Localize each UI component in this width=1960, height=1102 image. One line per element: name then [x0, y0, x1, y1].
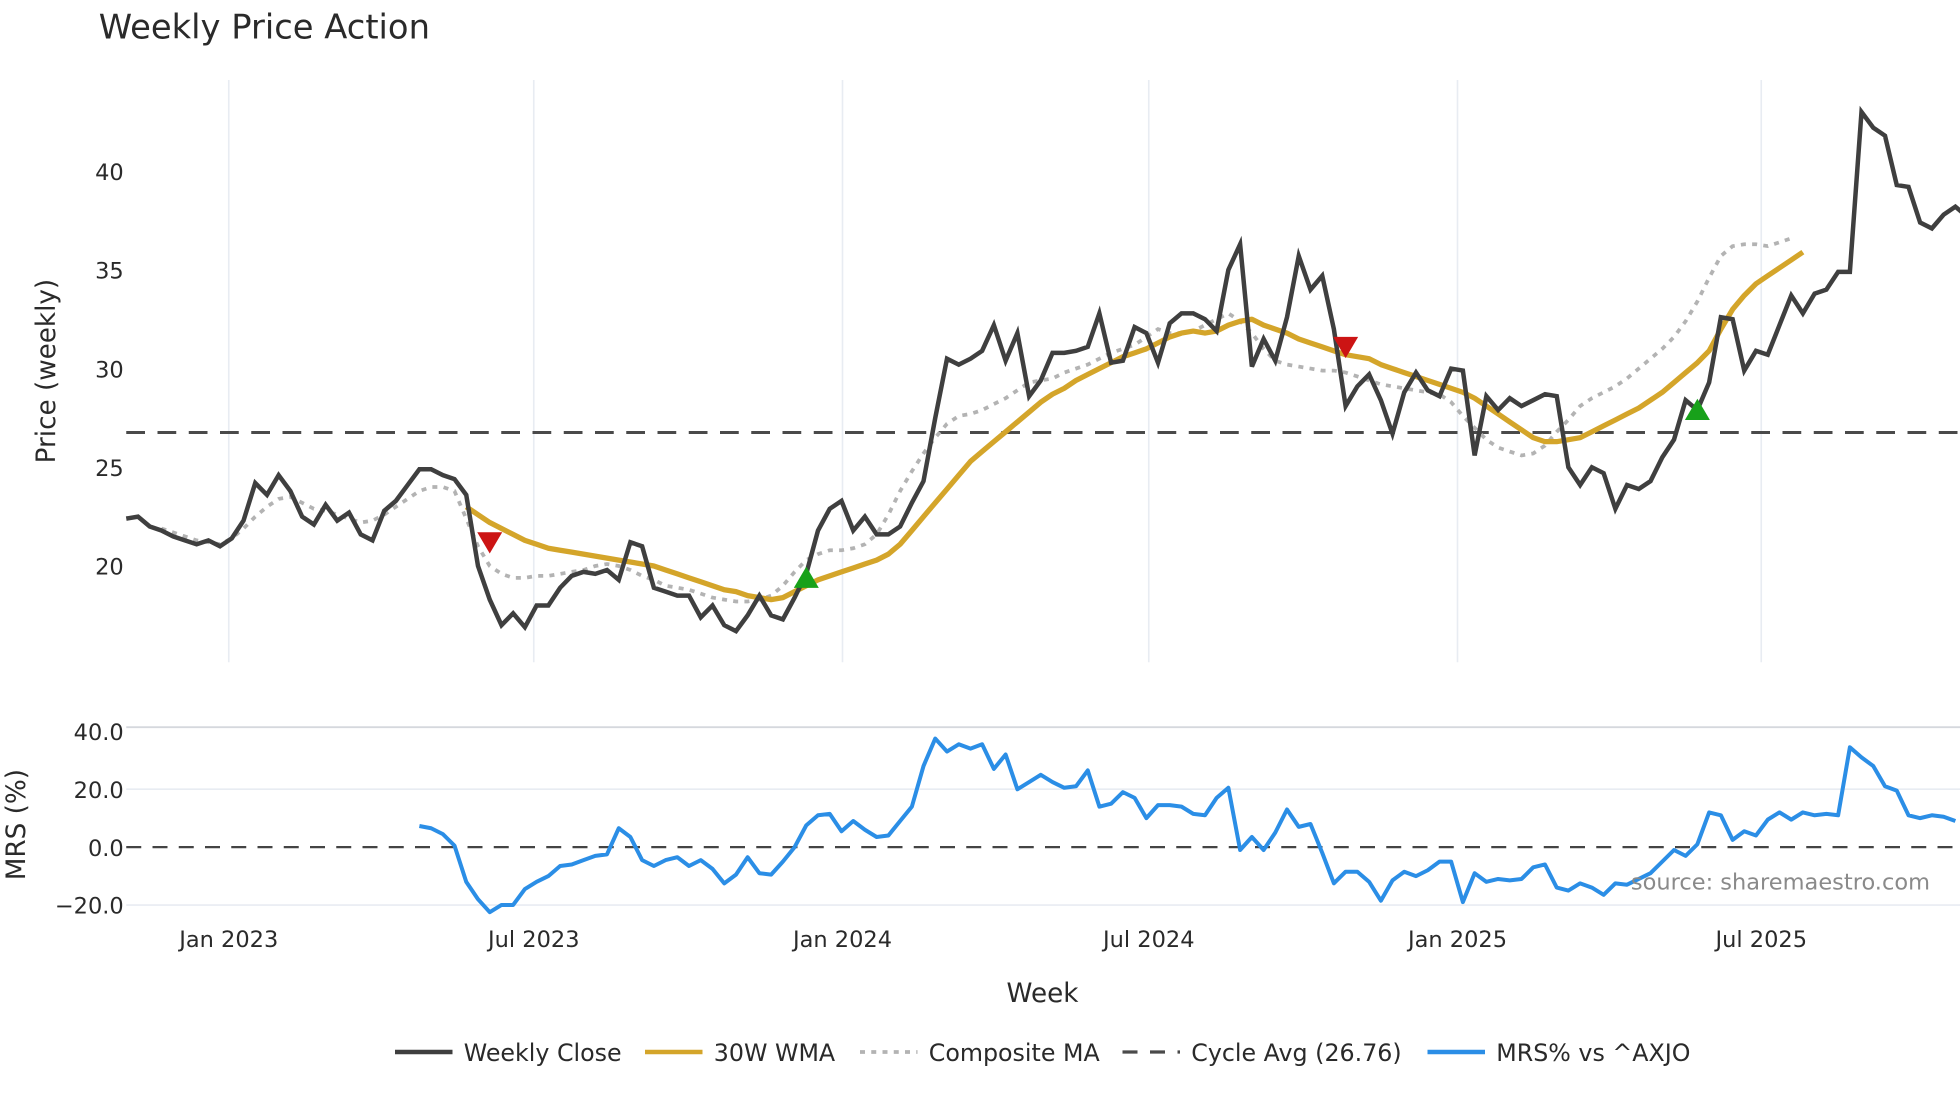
legend-label: Weekly Close — [464, 1039, 622, 1067]
legend: Weekly Close 30W WMA Composite MA Cycle Avg… — [395, 1039, 1690, 1067]
legend-item: Composite MA — [860, 1039, 1100, 1067]
wma-30w-line — [464, 249, 1805, 603]
buy-signal-up-triangle-icon — [793, 566, 819, 588]
vertical-gridlines — [227, 79, 1763, 663]
mrs-y-tick: 40.0 — [74, 720, 124, 746]
legend-item: MRS% vs ^AXJO — [1427, 1039, 1690, 1067]
mrs-panel: 40.0 20.0 0.0 −20.0 MRS (%) source: sharema… — [2, 720, 1960, 920]
x-tick-label: Jul 2025 — [1713, 927, 1807, 953]
price-panel: 20 25 30 35 40 Price (weekly) — [32, 79, 1960, 663]
price-y-tick: 35 — [95, 259, 124, 285]
price-y-tick: 25 — [95, 456, 124, 482]
mrs-y-tick-labels: 40.0 20.0 0.0 −20.0 — [55, 720, 124, 920]
signal-markers — [477, 336, 1710, 588]
mrs-gridlines — [126, 788, 1960, 906]
sell-signal-down-triangle-icon — [1333, 336, 1359, 359]
x-tick-label: Jan 2024 — [791, 927, 892, 953]
buy-signal-up-triangle-icon — [1684, 398, 1710, 421]
chart-title: Weekly Price Action — [99, 8, 430, 47]
sell-signal-down-triangle-icon — [477, 532, 503, 554]
legend-label: Cycle Avg (26.76) — [1191, 1039, 1401, 1067]
x-tick-label: Jan 2023 — [177, 927, 278, 953]
legend-item: 30W WMA — [645, 1039, 836, 1067]
x-tick-label: Jul 2023 — [486, 927, 580, 953]
price-y-tick: 20 — [95, 555, 124, 581]
mrs-y-axis-label: MRS (%) — [2, 769, 32, 880]
legend-label: Composite MA — [929, 1039, 1101, 1067]
mrs-line — [418, 736, 1957, 915]
x-axis-label: Week — [1007, 979, 1080, 1009]
price-y-tick-labels: 20 25 30 35 40 — [95, 160, 124, 581]
legend-item: Weekly Close — [395, 1039, 622, 1067]
mrs-y-tick: 0.0 — [88, 836, 124, 862]
x-tick-label: Jan 2025 — [1406, 927, 1507, 953]
mrs-y-tick: −20.0 — [55, 894, 124, 920]
price-y-tick: 30 — [95, 357, 124, 383]
legend-item: Cycle Avg (26.76) — [1122, 1039, 1402, 1067]
source-note: source: sharemaestro.com — [1631, 870, 1930, 896]
mrs-y-tick: 20.0 — [74, 778, 124, 804]
x-tick-label: Jul 2024 — [1101, 927, 1195, 953]
weekly-close-line — [125, 105, 1960, 634]
legend-label: 30W WMA — [714, 1039, 836, 1067]
legend-label: MRS% vs ^AXJO — [1496, 1039, 1690, 1067]
x-tick-labels: Jan 2023 Jul 2023 Jan 2024 Jul 2024 Jan 2025… — [177, 927, 1807, 953]
price-y-axis-label: Price (weekly) — [32, 279, 62, 464]
price-y-tick: 40 — [95, 160, 124, 186]
composite-ma-line — [160, 236, 1792, 604]
